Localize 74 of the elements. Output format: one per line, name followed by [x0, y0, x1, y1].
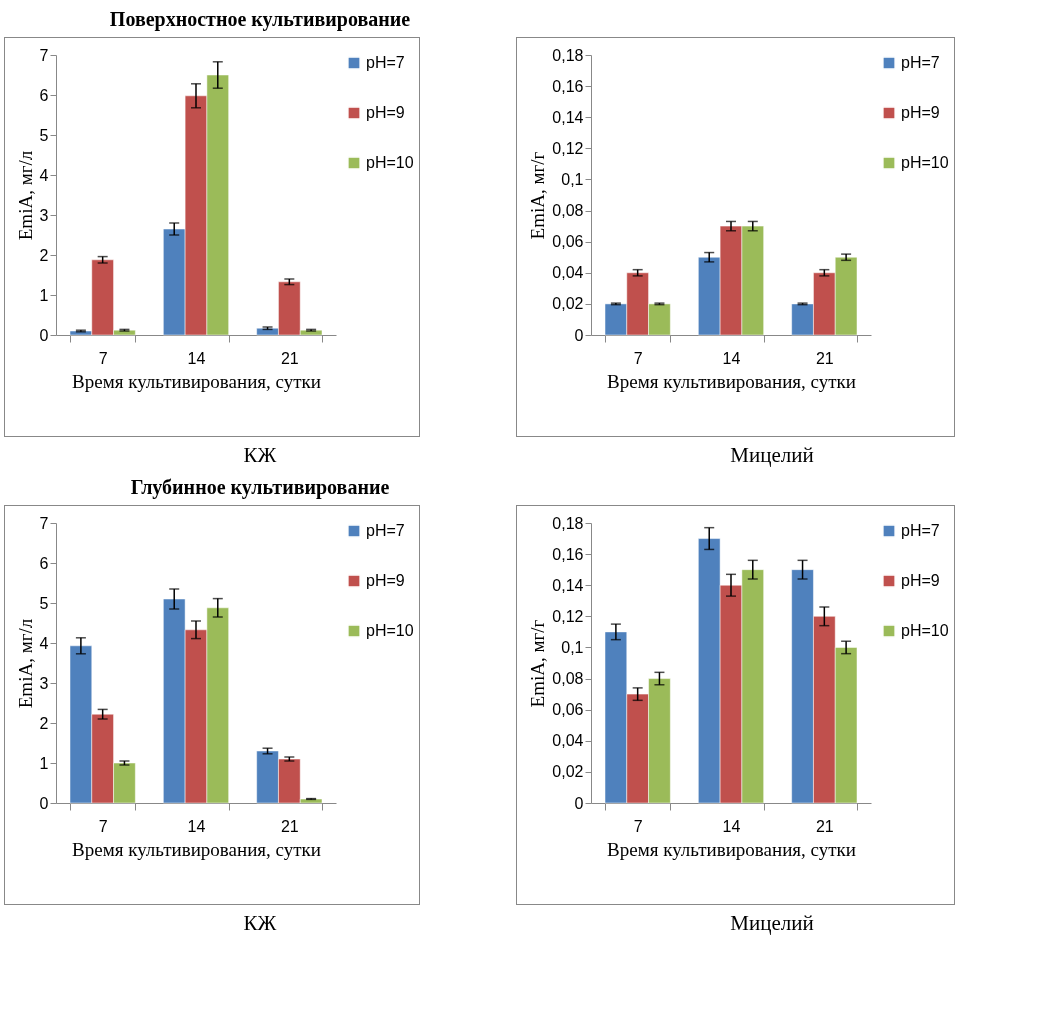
- y-tick-label: 5: [39, 594, 49, 612]
- y-tick-label: 0,1: [561, 170, 584, 188]
- legend-label: pH=9: [366, 572, 405, 589]
- legend-label: pH=10: [366, 622, 414, 639]
- y-tick-label: 3: [39, 206, 49, 224]
- y-tick-label: 1: [39, 754, 49, 772]
- x-axis-title: Время культивирования, сутки: [607, 838, 856, 860]
- y-tick-label: 0,16: [552, 77, 584, 95]
- y-tick-label: 1: [39, 286, 49, 304]
- legend-label: pH=9: [901, 572, 940, 589]
- legend-label: pH=9: [901, 104, 940, 121]
- y-tick-label: 0: [39, 794, 49, 812]
- text: КЖ: [242, 911, 278, 936]
- y-tick-label: 2: [39, 714, 49, 732]
- y-axis-title: EmiA, мг/л: [14, 618, 36, 709]
- x-tick-label: 21: [280, 349, 299, 367]
- y-tick-label: 0,02: [552, 763, 584, 781]
- x-tick-label: 7: [633, 817, 643, 835]
- y-tick-label: 0,04: [552, 732, 584, 750]
- legend-label: pH=7: [366, 54, 405, 71]
- y-tick-label: 0: [39, 326, 49, 344]
- y-tick-label: 6: [39, 554, 49, 572]
- text: КЖ: [242, 443, 278, 468]
- y-tick-label: 4: [39, 166, 49, 184]
- legend-label: pH=7: [366, 522, 405, 539]
- text: Мицелий: [729, 443, 815, 468]
- y-tick-label: 0,12: [552, 139, 584, 157]
- y-tick-label: 7: [39, 46, 49, 64]
- x-tick-label: 7: [98, 349, 108, 367]
- legend-label: pH=7: [901, 522, 940, 539]
- y-tick-label: 5: [39, 126, 49, 144]
- y-tick-label: 0: [574, 794, 584, 812]
- y-tick-label: 0: [574, 326, 584, 344]
- x-tick-label: 14: [187, 349, 206, 367]
- x-tick-label: 14: [722, 817, 741, 835]
- x-axis-title: Время культивирования, сутки: [72, 838, 321, 860]
- y-tick-label: 2: [39, 246, 49, 264]
- legend-label: pH=7: [901, 54, 940, 71]
- y-tick-label: 0,14: [552, 108, 584, 126]
- legend-label: pH=10: [901, 622, 949, 639]
- chart-title: Глубинное культивирование: [130, 476, 390, 498]
- x-tick-label: 7: [98, 817, 108, 835]
- legend-label: pH=9: [366, 104, 405, 121]
- x-axis-title: Время культивирования, сутки: [607, 370, 856, 392]
- y-tick-label: 0,04: [552, 264, 584, 282]
- y-tick-label: 6: [39, 86, 49, 104]
- y-tick-label: 0,16: [552, 545, 584, 563]
- legend-label: pH=10: [901, 154, 949, 171]
- x-tick-label: 21: [815, 817, 834, 835]
- x-tick-label: 21: [815, 349, 834, 367]
- x-tick-label: 14: [722, 349, 741, 367]
- y-tick-label: 4: [39, 634, 49, 652]
- y-tick-label: 0,08: [552, 202, 584, 220]
- y-tick-label: 3: [39, 674, 49, 692]
- x-tick-label: 21: [280, 817, 299, 835]
- y-tick-label: 0,06: [552, 701, 584, 719]
- y-tick-label: 0,18: [552, 514, 584, 532]
- y-tick-label: 0,08: [552, 670, 584, 688]
- y-axis-title: EmiA, мг/г: [527, 151, 549, 240]
- y-tick-label: 0,1: [561, 638, 584, 656]
- y-tick-label: 0,06: [552, 233, 584, 251]
- text: Мицелий: [729, 911, 815, 936]
- y-axis-title: EmiA, мг/г: [527, 619, 549, 708]
- chart-title: Поверхностное культивирование: [109, 8, 411, 30]
- y-tick-label: 0,12: [552, 607, 584, 625]
- y-tick-label: 0,02: [552, 295, 584, 313]
- x-tick-label: 14: [187, 817, 206, 835]
- y-axis-title: EmiA, мг/л: [14, 150, 36, 241]
- x-axis-title: Время культивирования, сутки: [72, 370, 321, 392]
- y-tick-label: 7: [39, 514, 49, 532]
- y-tick-label: 0,14: [552, 576, 584, 594]
- legend-label: pH=10: [366, 154, 414, 171]
- y-tick-label: 0,18: [552, 46, 584, 64]
- x-tick-label: 7: [633, 349, 643, 367]
